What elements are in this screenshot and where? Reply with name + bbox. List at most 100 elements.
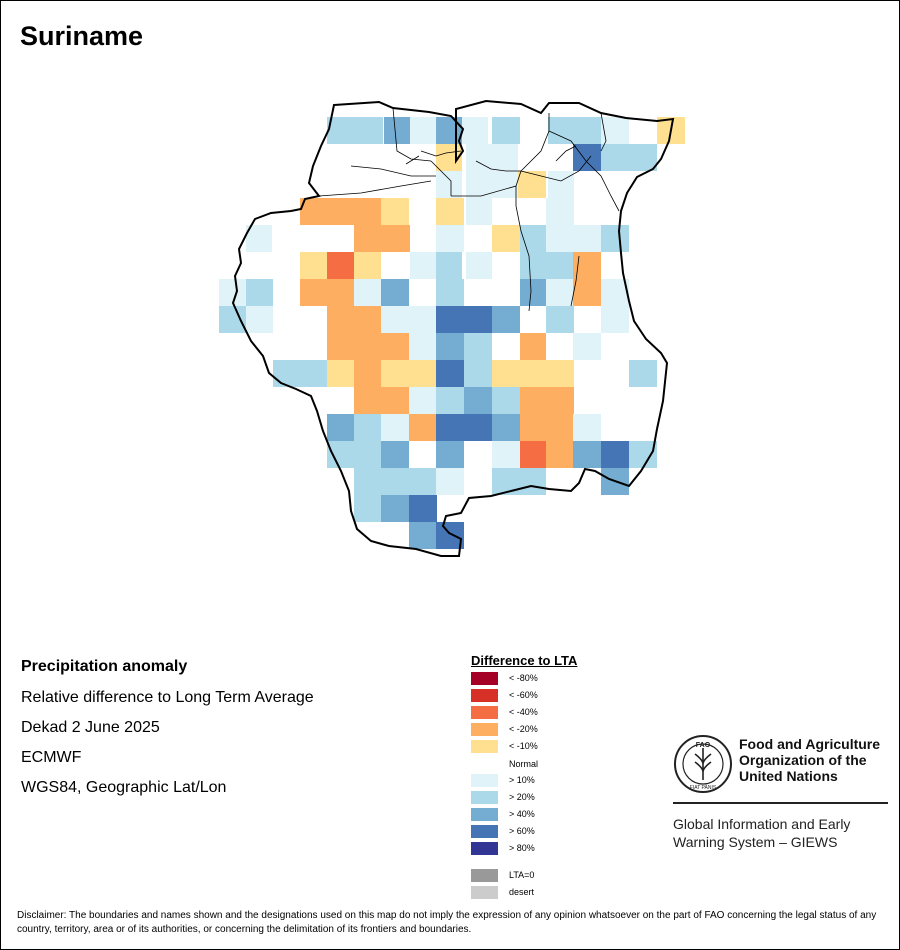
anomaly-cell [492, 171, 518, 198]
legend-swatch [471, 869, 498, 882]
legend-swatch [471, 774, 498, 787]
anomaly-cell [354, 468, 436, 495]
anomaly-cell [520, 414, 574, 441]
anomaly-cell [573, 252, 601, 279]
anomaly-cell [520, 333, 546, 360]
anomaly-cell [546, 198, 574, 225]
anomaly-cell [219, 306, 246, 333]
legend-swatch [471, 723, 498, 736]
anomaly-cell [546, 225, 574, 252]
anomaly-cell [520, 441, 546, 468]
legend-title: Difference to LTA [471, 653, 578, 668]
anomaly-cell [354, 495, 382, 522]
anomaly-cell [409, 495, 437, 522]
anomaly-cell [327, 333, 409, 360]
anomaly-cell [436, 198, 464, 225]
anomaly-cell [520, 387, 574, 414]
anomaly-cell [573, 144, 601, 171]
anomaly-cell [548, 117, 601, 144]
anomaly-cell [573, 441, 601, 468]
anomaly-cell [410, 252, 436, 279]
anomaly-cell [601, 306, 629, 333]
anomaly-cell [410, 117, 436, 144]
anomaly-cell [492, 387, 520, 414]
anomaly-cell [409, 414, 437, 441]
anomaly-cell [436, 306, 492, 333]
anomaly-cell [492, 441, 520, 468]
anomaly-cell [246, 279, 273, 306]
legend-swatch [471, 740, 498, 753]
legend-label: < -20% [509, 724, 538, 734]
anomaly-cell [246, 306, 273, 333]
anomaly-cell [436, 387, 464, 414]
map-projection: WGS84, Geographic Lat/Lon [21, 779, 227, 796]
anomaly-cell [354, 387, 410, 414]
fao-name-line1: Food and Agriculture [739, 736, 881, 752]
anomaly-cell [436, 225, 464, 252]
anomaly-cell [381, 441, 409, 468]
legend-swatch [471, 842, 498, 855]
legend-swatch [471, 808, 498, 821]
anomaly-cell [492, 306, 520, 333]
legend-label: desert [509, 887, 535, 897]
anomaly-cell [601, 225, 629, 252]
anomaly-cell [436, 522, 464, 549]
map-period: Dekad 2 June 2025 [21, 719, 160, 736]
anomaly-cell [381, 279, 409, 306]
anomaly-cell [354, 279, 382, 306]
anomaly-cell [492, 117, 520, 144]
legend-swatch [471, 791, 498, 804]
anomaly-cell [327, 117, 383, 144]
legend-label: > 80% [509, 843, 535, 853]
giews-line1: Global Information and Early [673, 816, 851, 832]
giews-line2: Warning System – GIEWS [673, 834, 838, 850]
anomaly-cell [327, 252, 354, 279]
anomaly-cell [436, 279, 464, 306]
anomaly-cell [327, 306, 381, 333]
anomaly-cell [381, 414, 409, 441]
legend-label: < -80% [509, 673, 538, 683]
anomaly-cell [436, 441, 464, 468]
legend-label: LTA=0 [509, 870, 535, 880]
anomaly-cell [518, 171, 546, 198]
map-description: Relative difference to Long Term Average [21, 689, 314, 706]
disclaimer: Disclaimer: The boundaries and names sho… [17, 910, 877, 935]
fao-emblem-icon: FAO FIAT PANIS [674, 735, 732, 793]
map-subject: Precipitation anomaly [21, 658, 188, 675]
anomaly-cell [546, 441, 574, 468]
map-title: Suriname [20, 21, 144, 51]
anomaly-cell [354, 252, 381, 279]
anomaly-cell [381, 198, 409, 225]
anomaly-cell [436, 252, 462, 279]
legend-label: < -60% [509, 690, 538, 700]
fao-emblem-motto: FIAT PANIS [690, 785, 717, 791]
anomaly-cell [462, 117, 488, 144]
anomaly-cell [466, 252, 492, 279]
legend-swatch [471, 689, 498, 702]
anomaly-cell [436, 117, 462, 144]
anomaly-cell [520, 279, 546, 306]
anomaly-cell [573, 414, 601, 441]
anomaly-cell [573, 225, 601, 252]
anomaly-cell [436, 360, 464, 387]
giews-name: Global Information and Early Warning Sys… [673, 815, 850, 851]
anomaly-cell [327, 414, 355, 441]
anomaly-cell [546, 306, 574, 333]
anomaly-cell [629, 360, 657, 387]
legend-label: > 60% [509, 826, 535, 836]
legend-label: < -10% [509, 741, 538, 751]
legend-normal-label: Normal [509, 759, 539, 769]
anomaly-cell [436, 333, 464, 360]
anomaly-cell [601, 441, 629, 468]
anomaly-cell [300, 279, 354, 306]
fao-emblem-text: FAO [696, 742, 711, 749]
country-outline [231, 99, 675, 557]
anomaly-cell [246, 225, 272, 252]
fao-organization-name: Food and Agriculture Organization of the… [739, 736, 880, 784]
anomaly-cell [436, 414, 492, 441]
anomaly-cell [354, 414, 382, 441]
map-source: ECMWF [21, 749, 82, 766]
anomaly-cell [354, 360, 382, 387]
anomaly-cell [466, 198, 492, 225]
